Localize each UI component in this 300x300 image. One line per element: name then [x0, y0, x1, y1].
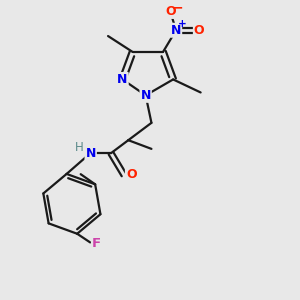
Text: O: O [126, 168, 136, 182]
Text: H: H [75, 141, 83, 154]
Text: −: − [172, 0, 183, 14]
Text: F: F [92, 237, 101, 250]
Text: N: N [171, 24, 181, 37]
Text: O: O [194, 24, 205, 37]
Text: N: N [117, 73, 128, 86]
Text: N: N [140, 89, 151, 102]
Text: +: + [177, 19, 186, 29]
Text: O: O [165, 5, 175, 18]
Text: N: N [85, 147, 96, 160]
